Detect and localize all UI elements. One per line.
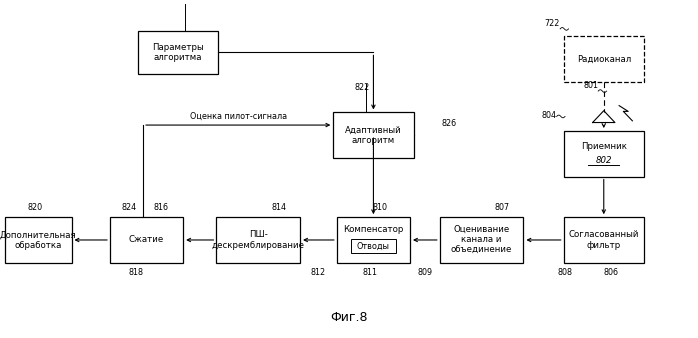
Text: Отводы: Отводы	[357, 241, 390, 250]
Text: 820: 820	[27, 203, 43, 212]
FancyBboxPatch shape	[337, 217, 410, 263]
Text: 818: 818	[128, 268, 144, 277]
Text: 822: 822	[355, 83, 370, 92]
FancyBboxPatch shape	[350, 239, 396, 253]
Text: 806: 806	[603, 268, 618, 277]
Text: 810: 810	[373, 203, 388, 212]
Text: 814: 814	[272, 203, 287, 212]
FancyBboxPatch shape	[216, 217, 300, 263]
FancyBboxPatch shape	[564, 217, 644, 263]
Text: Радиоканал: Радиоканал	[577, 55, 631, 64]
Text: 826: 826	[442, 119, 456, 128]
Text: 807: 807	[495, 203, 510, 212]
Text: 804: 804	[542, 111, 557, 120]
FancyBboxPatch shape	[5, 217, 71, 263]
FancyBboxPatch shape	[334, 112, 413, 158]
FancyBboxPatch shape	[110, 217, 183, 263]
Text: 808: 808	[557, 268, 572, 277]
Text: Оценка пилот-сигнала: Оценка пилот-сигнала	[190, 112, 287, 121]
FancyBboxPatch shape	[138, 31, 218, 74]
Text: 812: 812	[311, 268, 326, 277]
Text: Согласованный
фильтр: Согласованный фильтр	[568, 230, 639, 250]
Text: ПШ-
дескремблирование: ПШ- дескремблирование	[211, 230, 305, 250]
Text: Сжатие: Сжатие	[129, 236, 164, 244]
FancyBboxPatch shape	[440, 217, 524, 263]
FancyBboxPatch shape	[564, 131, 644, 176]
Text: Адаптивный
алгоритм: Адаптивный алгоритм	[345, 125, 402, 145]
Text: 811: 811	[362, 268, 378, 277]
Text: 816: 816	[153, 203, 168, 212]
Text: Приемник: Приемник	[581, 142, 627, 151]
Text: 801: 801	[584, 81, 598, 90]
Text: 809: 809	[417, 268, 433, 277]
Text: Компенсатор: Компенсатор	[343, 224, 403, 234]
Text: Оценивание
канала и
объединение: Оценивание канала и объединение	[451, 225, 512, 255]
Text: Фиг.8: Фиг.8	[330, 312, 368, 324]
FancyBboxPatch shape	[564, 37, 644, 82]
Text: 824: 824	[121, 203, 137, 212]
Text: Дополнительная
обработка: Дополнительная обработка	[0, 230, 77, 250]
Text: 802: 802	[595, 156, 612, 165]
Text: 722: 722	[544, 19, 560, 28]
Text: Параметры
алгоритма: Параметры алгоритма	[152, 43, 204, 62]
